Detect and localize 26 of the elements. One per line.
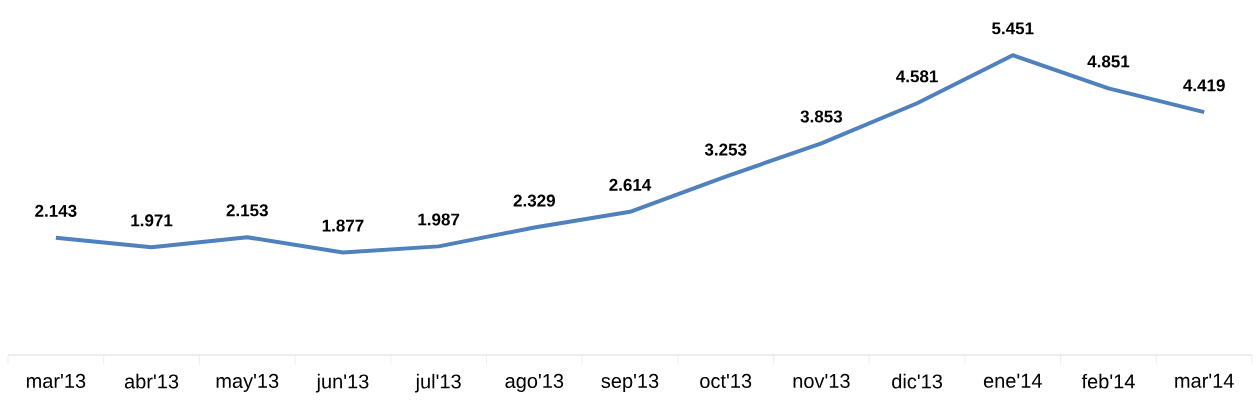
data-label: 1.971 <box>131 214 173 227</box>
data-label: 2.329 <box>513 194 555 207</box>
data-label: 1.987 <box>418 213 460 226</box>
x-tick-label: dic'13 <box>892 373 943 389</box>
x-tick-label: jul'13 <box>415 373 461 393</box>
data-label: 4.851 <box>1087 55 1130 68</box>
x-tick-label: sep'13 <box>601 373 659 392</box>
data-label: 4.419 <box>1183 79 1225 92</box>
data-label: 5.451 <box>992 22 1034 35</box>
x-tick-label: mar'13 <box>26 373 86 389</box>
data-label: 2.143 <box>35 204 77 217</box>
x-tick-label: may'13 <box>216 373 279 392</box>
data-label: 3.253 <box>704 143 747 156</box>
x-tick-label: abr'13 <box>124 373 179 389</box>
x-tick-label: nov'13 <box>793 373 850 389</box>
data-label: 3.853 <box>800 110 843 123</box>
x-tick-label: oct'13 <box>700 373 752 389</box>
x-tick-label: feb'14 <box>1081 373 1135 389</box>
data-label: 4.581 <box>896 70 938 83</box>
x-tick-label: jun'13 <box>316 373 369 393</box>
x-tick-label: mar'14 <box>1175 373 1234 388</box>
x-tick-label: ene'14 <box>983 373 1042 388</box>
data-label: 2.614 <box>609 178 652 191</box>
x-tick-label: ago'13 <box>505 373 564 392</box>
data-label: 1.877 <box>322 219 364 232</box>
data-label: 2.153 <box>226 204 268 217</box>
